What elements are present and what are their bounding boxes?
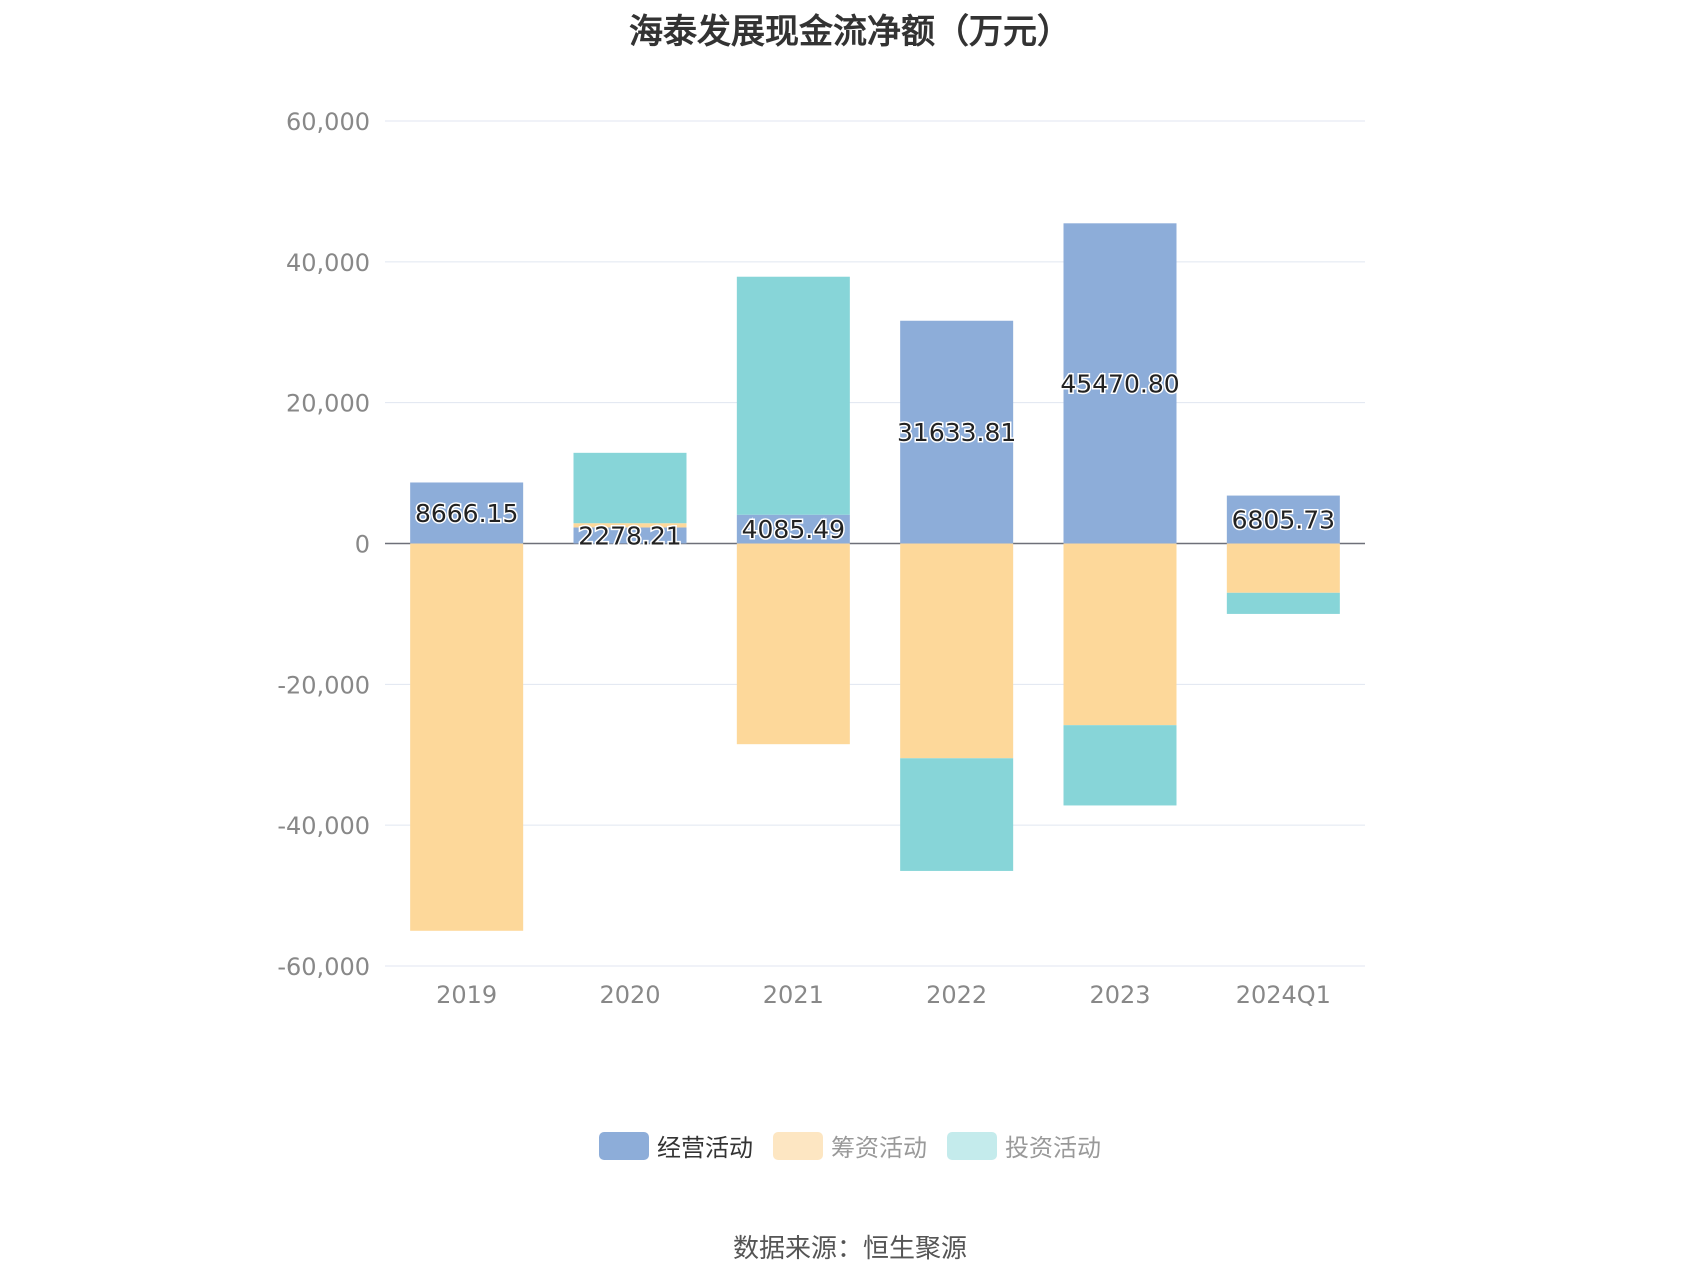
legend-item-investing[interactable]: 投资活动 — [947, 1128, 1101, 1163]
data-label: 31633.81 — [897, 418, 1016, 447]
data-label: 4085.49 — [742, 515, 845, 544]
bar-segment — [1063, 725, 1177, 806]
y-tick-label: 0 — [355, 531, 370, 559]
legend-label-financing: 筹资活动 — [831, 1134, 927, 1162]
y-tick-label: -40,000 — [277, 812, 370, 840]
bar-segment — [410, 543, 524, 931]
data-source: 数据来源：恒生聚源 — [732, 1234, 967, 1264]
x-tick-label: 2022 — [926, 981, 987, 1009]
bar-segment — [900, 543, 1014, 759]
y-tick-label: 40,000 — [286, 249, 370, 277]
bar-segment — [1226, 543, 1340, 593]
legend-swatch-investing — [947, 1131, 997, 1160]
legend-label-investing: 投资活动 — [1005, 1134, 1101, 1162]
legend-swatch-operating — [599, 1131, 649, 1160]
legend-item-financing[interactable]: 筹资活动 — [773, 1128, 927, 1163]
bar-segment — [1226, 592, 1340, 614]
bar-segment — [1063, 223, 1177, 544]
legend-swatch-financing — [773, 1131, 823, 1160]
bar-segment — [736, 514, 850, 544]
legend: 经营活动 筹资活动 投资活动 — [0, 1128, 1700, 1163]
x-tick-label: 2023 — [1089, 981, 1150, 1009]
bar-segment — [900, 758, 1014, 871]
bar-segment — [900, 320, 1014, 544]
legend-label-operating: 经营活动 — [657, 1134, 753, 1162]
data-label: 6805.73 — [1232, 506, 1335, 535]
bar-segment — [1063, 543, 1177, 726]
bar-segment — [410, 482, 524, 544]
bar-segment — [736, 543, 850, 745]
bar-segment — [573, 523, 687, 528]
data-label: 45470.80 — [1060, 369, 1179, 398]
x-tick-label: 2024Q1 — [1236, 981, 1331, 1009]
bar-segment — [1226, 495, 1340, 544]
data-label: 8666.15 — [415, 499, 518, 528]
chart-title: 海泰发展现金流净额（万元） — [629, 12, 1071, 52]
data-label: 2278.21 — [578, 521, 681, 550]
bar-segment — [573, 452, 687, 524]
bar-segment — [573, 527, 687, 544]
y-tick-label: 20,000 — [286, 390, 370, 418]
y-tick-label: 60,000 — [286, 108, 370, 136]
x-tick-label: 2019 — [436, 981, 497, 1009]
x-tick-label: 2020 — [599, 981, 660, 1009]
y-tick-label: -60,000 — [277, 953, 370, 981]
bar-segment — [736, 276, 850, 515]
x-tick-label: 2021 — [763, 981, 824, 1009]
y-tick-label: -20,000 — [277, 671, 370, 699]
legend-item-operating[interactable]: 经营活动 — [599, 1128, 753, 1163]
